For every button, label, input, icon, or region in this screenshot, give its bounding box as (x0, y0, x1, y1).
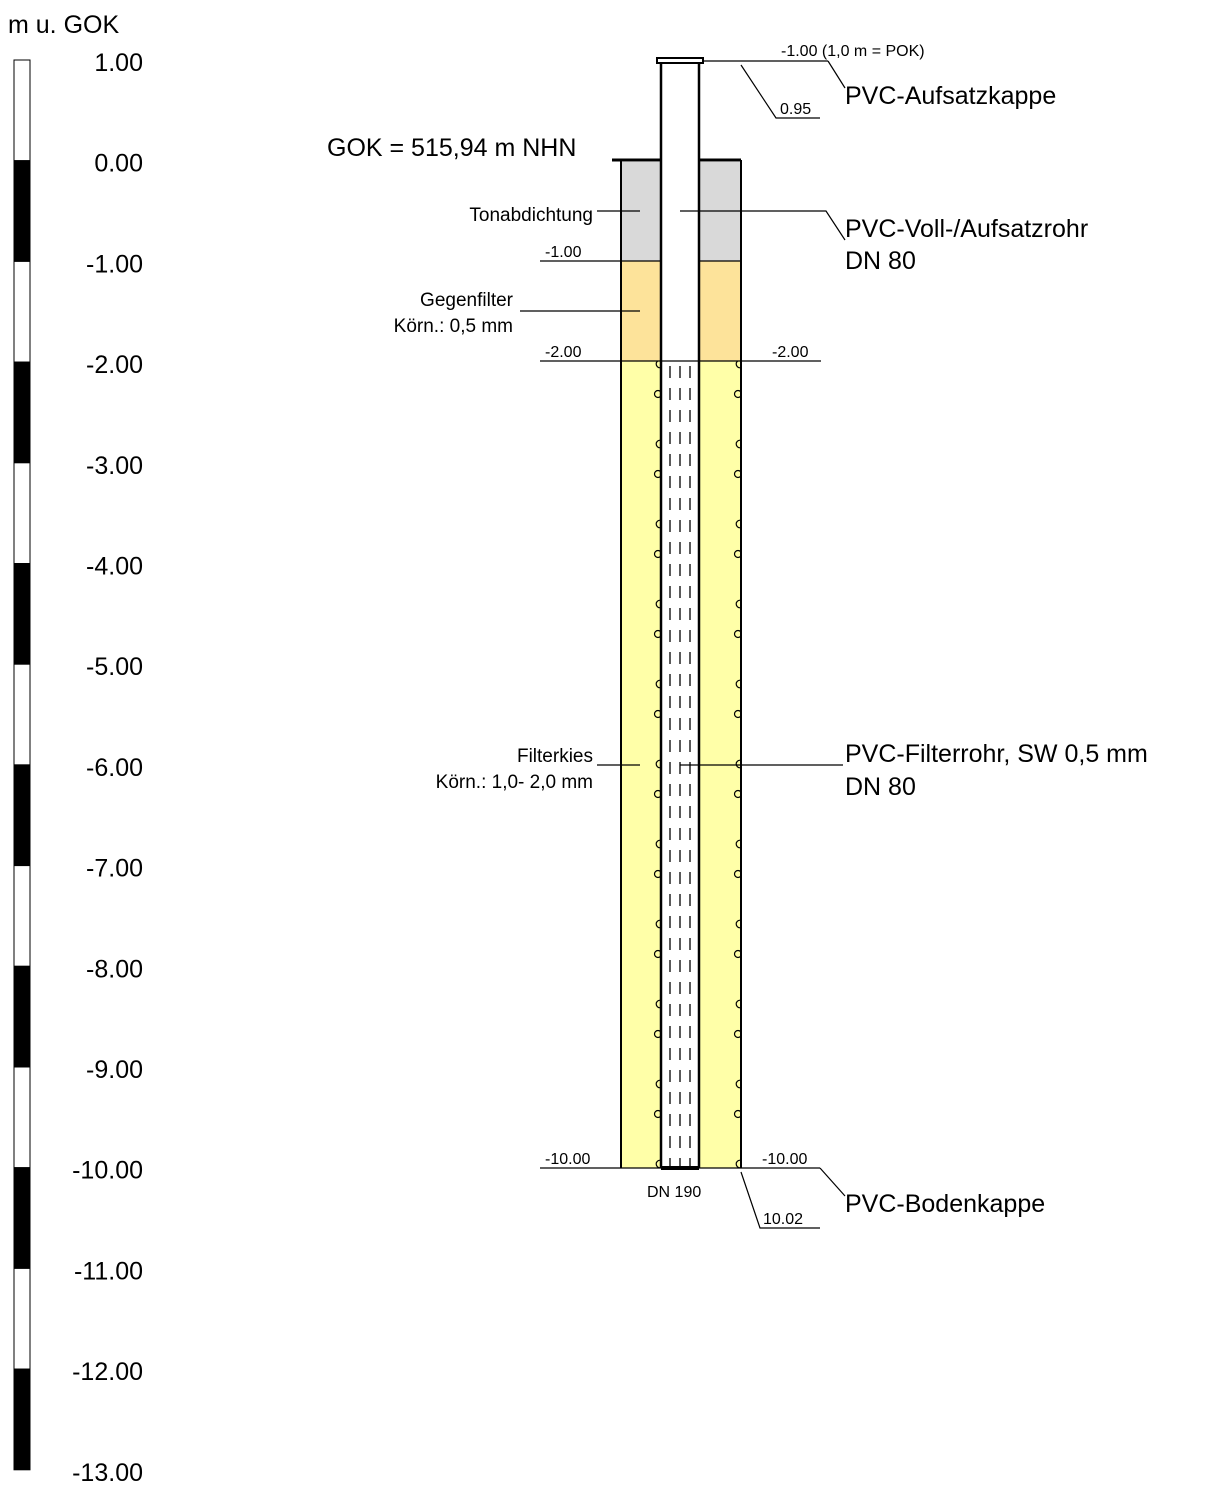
filterkies-label: Filterkies (517, 746, 593, 767)
scale-tick-label: -5.00 (86, 653, 143, 681)
scale-tick-label: -11.00 (74, 1257, 143, 1285)
scale-segment (13, 764, 31, 867)
scale-segment (13, 1267, 31, 1370)
aufsatzkappe-label: PVC-Aufsatzkappe (845, 82, 1056, 110)
filterrohr-label: PVC-Filterrohr, SW 0,5 mm (845, 740, 1148, 768)
mark-right-minus10: -10.00 (762, 1151, 807, 1168)
mark-right-minus2: -2.00 (772, 344, 809, 361)
depth-scale: m u. GOK 1.00 0.00 -1.00 -2.00 -3.00 -4.00 -5.… (8, 11, 143, 1486)
scale-tick-label: 1.00 (94, 49, 143, 77)
bore-diameter-label: DN 190 (647, 1184, 701, 1201)
scale-tick-label: -8.00 (86, 955, 143, 983)
mark-left-minus1: -1.00 (545, 244, 582, 261)
scale-segment (13, 965, 31, 1068)
well-pipe (656, 57, 704, 1170)
leader-095 (740, 64, 820, 119)
scale-tick-label: -2.00 (86, 351, 143, 379)
aufsatzkappe-leader (827, 60, 846, 89)
scale-tick-label: -3.00 (86, 452, 143, 480)
gegenfilter-right (699, 261, 741, 361)
scale-segment (13, 1368, 31, 1471)
top-cap (656, 57, 704, 64)
filter-slots (669, 366, 691, 1170)
mark-bottom-1002: 10.02 (763, 1211, 803, 1228)
scale-segment (13, 1066, 31, 1169)
scale-tick-label: -9.00 (86, 1056, 143, 1084)
filterrohr-dn-label: DN 80 (845, 773, 916, 801)
scale-segment (13, 462, 31, 564)
scale-segment (13, 1167, 31, 1269)
scale-unit-label: m u. GOK (8, 11, 119, 39)
scale-segment (13, 563, 31, 665)
scale-tick-label: -4.00 (86, 553, 143, 581)
mark-top-pok: -1.00 (1,0 m = POK) (781, 43, 925, 60)
vollrohr-label: PVC-Voll-/Aufsatzrohr (845, 215, 1088, 243)
ground-level-label: GOK = 515,94 m NHN (327, 134, 576, 162)
scale-tick-label: -10.00 (72, 1157, 143, 1185)
mark-top-095: 0.95 (780, 101, 811, 118)
scale-segment (13, 663, 31, 766)
vollrohr-dn-label: DN 80 (845, 247, 916, 275)
scale-segments (13, 59, 31, 1471)
tonabdichtung-label: Tonabdichtung (469, 205, 593, 226)
scale-segment (13, 160, 31, 262)
bodenkappe-leader (819, 1167, 846, 1197)
mark-left-minus2: -2.00 (545, 344, 582, 361)
gegenfilter-grain-label: Körn.: 0,5 mm (394, 316, 513, 337)
scale-tick-label: -1.00 (86, 250, 143, 278)
mark-left-minus10: -10.00 (545, 1151, 590, 1168)
bodenkappe-label: PVC-Bodenkappe (845, 1190, 1045, 1218)
scale-segment (13, 59, 31, 162)
scale-tick-label: -6.00 (86, 754, 143, 782)
leader-1002 (740, 1171, 820, 1229)
scale-tick-label: -12.00 (72, 1358, 143, 1386)
scale-tick-label: 0.00 (94, 150, 143, 178)
filterkies-grain-label: Körn.: 1,0- 2,0 mm (436, 772, 593, 793)
scale-segment (13, 260, 31, 363)
vollrohr-leader (680, 210, 846, 241)
scale-tick-label: -7.00 (86, 855, 143, 883)
gegenfilter-label: Gegenfilter (420, 290, 514, 311)
scale-tick-labels: 1.00 0.00 -1.00 -2.00 -3.00 -4.00 -5.00 -6.00 -7… (72, 49, 143, 1486)
scale-segment (13, 361, 31, 464)
scale-tick-label: -13.00 (72, 1459, 143, 1486)
scale-segment (13, 865, 31, 967)
